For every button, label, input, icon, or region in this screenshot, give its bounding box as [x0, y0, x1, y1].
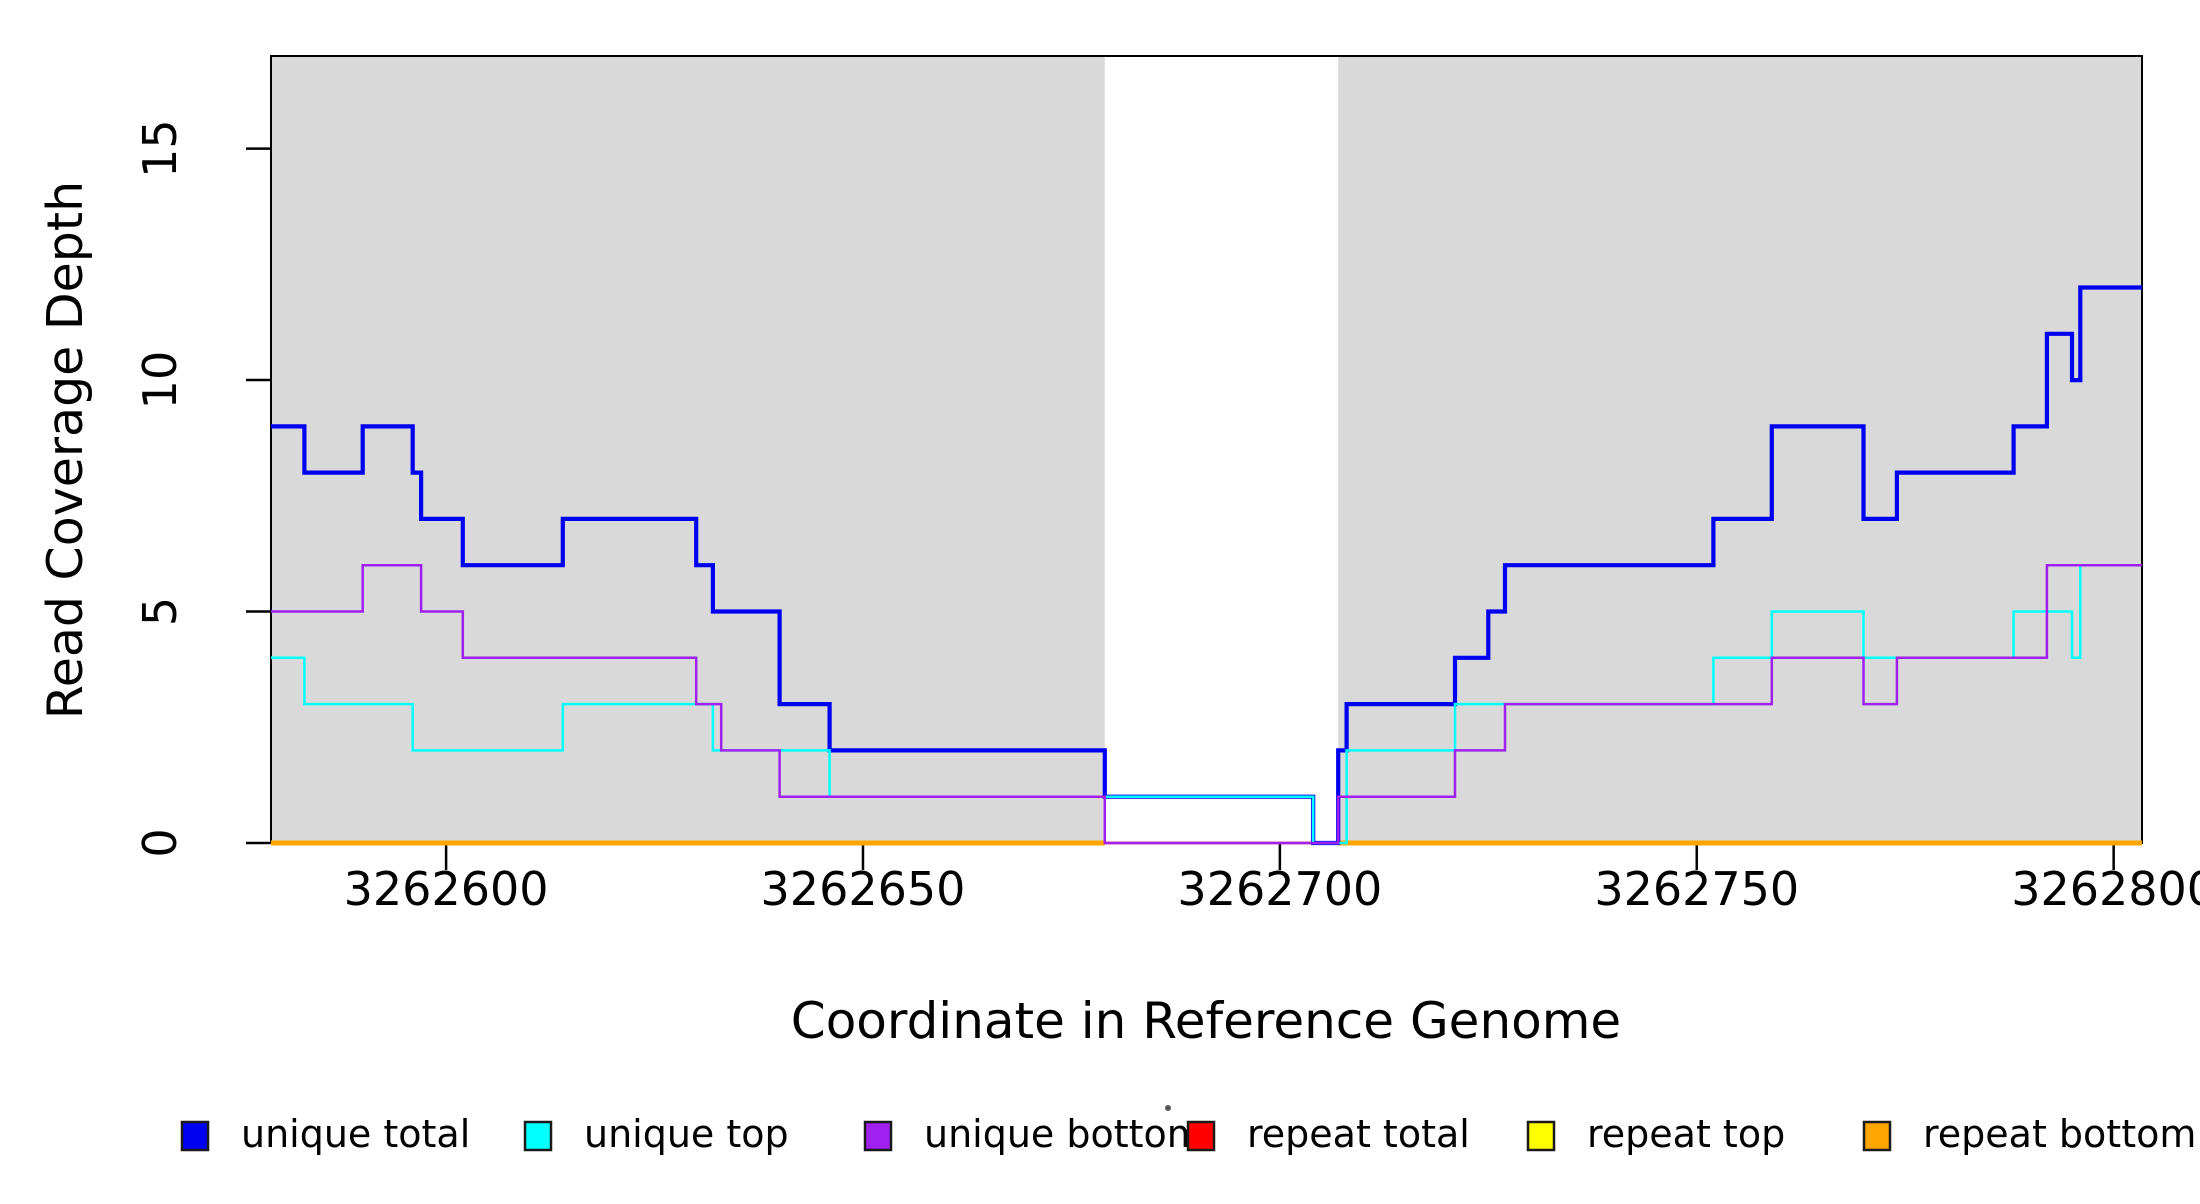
series-unique-bottom: [271, 563, 2142, 845]
y-tick-label: 10: [133, 351, 187, 410]
data-series: [271, 285, 2142, 846]
stray-dot: [1165, 1105, 1171, 1111]
x-tick-label: 3262650: [761, 862, 966, 916]
legend-swatch-unique-top: [523, 1120, 553, 1152]
legend-label-unique-top: unique top: [584, 1112, 789, 1156]
series-unique-top: [271, 563, 2142, 845]
chart-legend: unique total unique top unique bottom repea…: [180, 1112, 2196, 1156]
legend-swatch-unique-bottom: [863, 1120, 893, 1152]
axes: 3262600 3262650 3262700 3262750 3262800 0 5 10 1…: [133, 119, 2200, 916]
x-tick-label: 3262800: [2011, 862, 2200, 916]
legend-label-repeat-top: repeat top: [1587, 1112, 1785, 1156]
legend-swatch-repeat-top: [1526, 1120, 1556, 1152]
legend-label-unique-total: unique total: [241, 1112, 470, 1156]
shaded-region: [1338, 56, 2142, 843]
y-tick-label: 15: [133, 119, 187, 178]
shaded-region: [271, 56, 1105, 843]
legend-label-unique-bottom: unique bottom: [924, 1112, 1204, 1156]
legend-label-repeat-total: repeat total: [1247, 1112, 1470, 1156]
x-axis-title: Coordinate in Reference Genome: [791, 992, 1621, 1050]
x-tick-label: 3262700: [1177, 862, 1382, 916]
panel-background: [271, 56, 2142, 843]
x-tick-label: 3262600: [344, 862, 549, 916]
y-axis-title: Read Coverage Depth: [37, 181, 94, 719]
legend-swatch-repeat-bottom: [1862, 1120, 1892, 1152]
legend-swatch-repeat-total: [1186, 1120, 1216, 1152]
y-tick-label: 0: [133, 828, 187, 857]
legend-label-repeat-bottom: repeat bottom: [1923, 1112, 2196, 1156]
y-tick-label: 5: [133, 597, 187, 626]
legend-swatch-unique-total: [180, 1120, 210, 1152]
x-tick-label: 3262750: [1594, 862, 1799, 916]
